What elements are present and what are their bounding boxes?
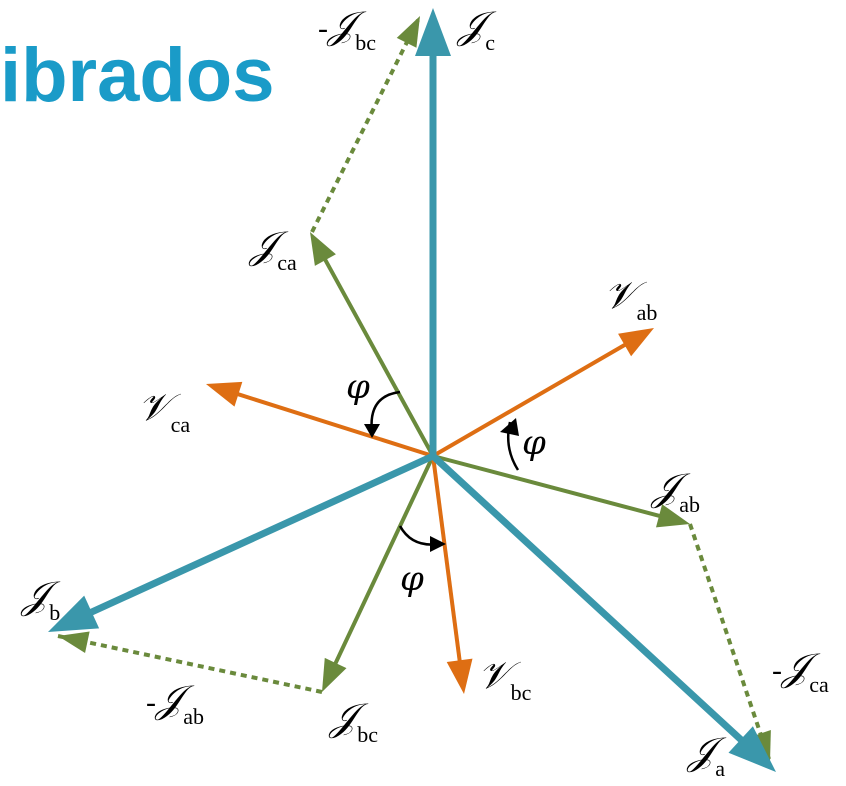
vector-ic-arrowhead (415, 8, 451, 56)
label-ibc: 𝒥bc (330, 695, 378, 747)
label-ia: 𝒥a (688, 729, 725, 781)
vector-ibc-shaft (332, 455, 435, 666)
vector-iab-shaft (432, 454, 662, 519)
vector-ib-arrowhead (48, 595, 100, 632)
label-iab: 𝒥ab (652, 465, 700, 517)
dashed-construction-lines (57, 15, 772, 763)
dash-head-neg-iab (58, 631, 90, 653)
voltage-vectors (206, 328, 654, 694)
label-ic: 𝒥c (458, 3, 495, 55)
line-current-vectors (48, 8, 776, 772)
vector-ia-arrowhead (728, 726, 776, 772)
label-vab: 𝒱ab (604, 273, 658, 325)
vector-ib-shaft (88, 452, 435, 617)
label-neg-ica: -𝒥ca (772, 645, 829, 697)
phase-angle-arrowheads (364, 418, 519, 552)
vector-ibc-arrowhead (322, 657, 347, 692)
vector-iab-arrowhead (655, 504, 690, 528)
label-ib: 𝒥b (22, 573, 61, 625)
vector-ica-arrowhead (310, 232, 336, 266)
vector-vbc-shaft (431, 455, 462, 663)
title-text: ibrados (0, 33, 275, 118)
label-vca: 𝒱ca (138, 385, 191, 437)
phi-arrowhead-top (364, 424, 380, 438)
label-neg-ibc-top: -𝒥bc (318, 3, 376, 55)
vector-vca-arrowhead (206, 381, 243, 407)
dash-head-neg-ibc (396, 16, 420, 48)
label-vbc: 𝒱bc (478, 653, 532, 705)
phi-label-top: φ (346, 367, 370, 407)
vector-vab-arrowhead (618, 328, 654, 357)
vector-vbc-arrowhead (446, 658, 473, 694)
vector-ica-shaft (322, 257, 435, 457)
phi-arrowhead-bottom (430, 536, 446, 552)
phi-label-bottom: φ (400, 559, 424, 599)
dash-neg-ica (688, 523, 772, 763)
phi-arrowhead-right (500, 418, 519, 436)
slide-title-fragment: ibrados (0, 38, 300, 114)
vector-vca-shaft (235, 391, 434, 458)
vector-ia-shaft (430, 453, 745, 744)
dash-neg-iab (57, 634, 323, 694)
dash-neg-ibc (310, 15, 422, 233)
phase-current-vectors (310, 232, 690, 692)
vector-vab-shaft (431, 342, 628, 458)
label-neg-iab: -𝒥ab (146, 677, 204, 729)
label-ica: 𝒥ca (250, 223, 297, 275)
phi-label-right: φ (522, 423, 546, 463)
